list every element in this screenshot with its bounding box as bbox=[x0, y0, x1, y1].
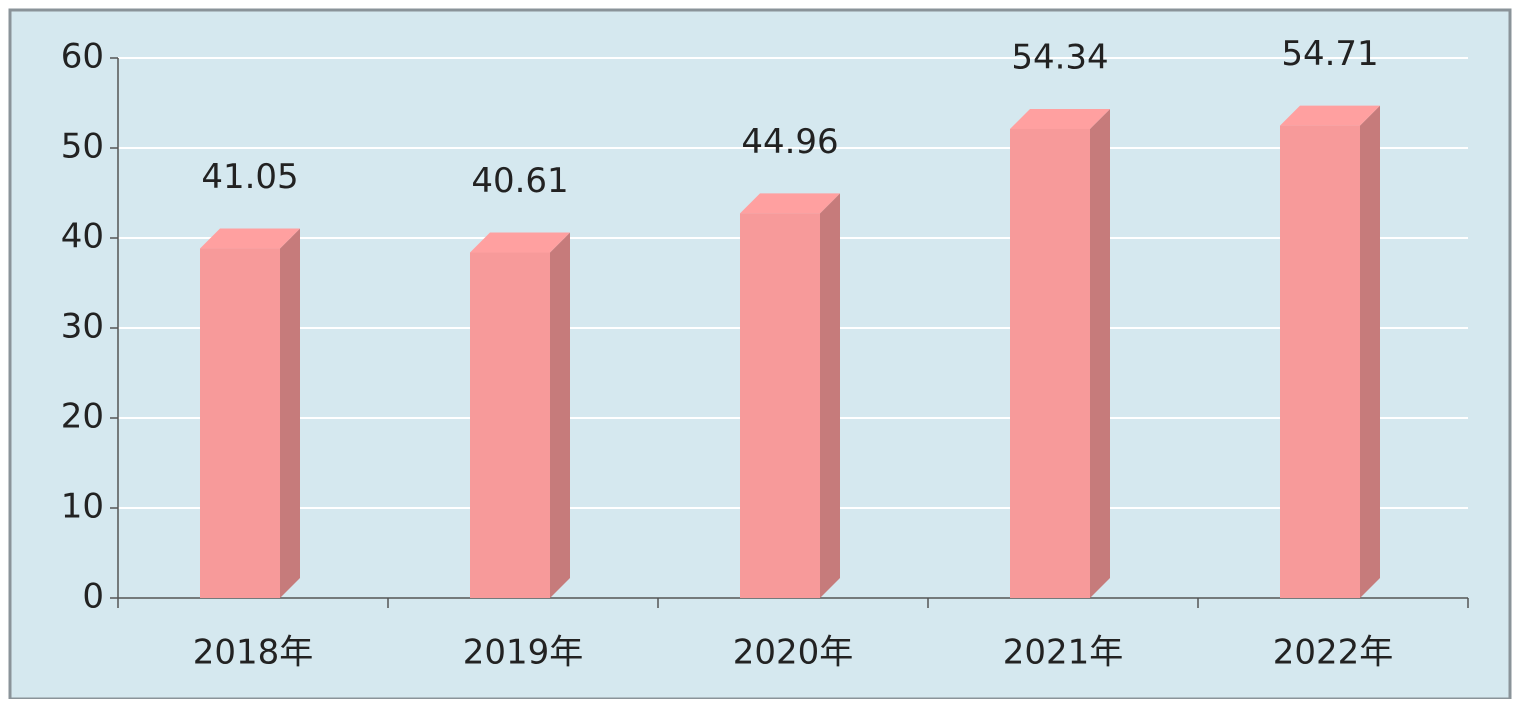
bar bbox=[1280, 125, 1360, 599]
y-tick-label: 10 bbox=[61, 487, 104, 527]
bar-top bbox=[1280, 105, 1380, 126]
bar bbox=[470, 252, 550, 598]
y-tick-label: 50 bbox=[61, 127, 104, 167]
y-tick-label: 40 bbox=[61, 217, 104, 257]
data-label: 41.05 bbox=[201, 157, 298, 197]
y-tick-label: 0 bbox=[82, 577, 104, 617]
bar-side bbox=[1360, 105, 1380, 599]
y-tick-label: 60 bbox=[61, 37, 104, 77]
x-tick-label: 2019年 bbox=[463, 633, 584, 673]
bar bbox=[740, 213, 820, 599]
data-label: 54.34 bbox=[1011, 37, 1108, 77]
data-label: 54.71 bbox=[1281, 34, 1378, 74]
y-tick-label: 30 bbox=[61, 307, 104, 347]
y-tick-label: 20 bbox=[61, 397, 104, 437]
x-tick-label: 2020年 bbox=[733, 633, 854, 673]
bar-top bbox=[740, 193, 840, 214]
x-tick-label: 2022年 bbox=[1273, 633, 1394, 673]
bar-side bbox=[550, 232, 570, 598]
x-tick-label: 2021年 bbox=[1003, 633, 1124, 673]
bar-top bbox=[200, 228, 300, 249]
x-tick-label: 2018年 bbox=[193, 633, 314, 673]
bar-side bbox=[280, 228, 300, 599]
bar-side bbox=[1090, 108, 1110, 598]
bar bbox=[1010, 128, 1090, 598]
bar-top bbox=[1010, 108, 1110, 129]
data-label: 40.61 bbox=[471, 161, 568, 201]
bar-top bbox=[470, 232, 570, 253]
data-label: 44.96 bbox=[741, 122, 838, 162]
bar-side bbox=[820, 193, 840, 599]
bar bbox=[200, 248, 280, 599]
